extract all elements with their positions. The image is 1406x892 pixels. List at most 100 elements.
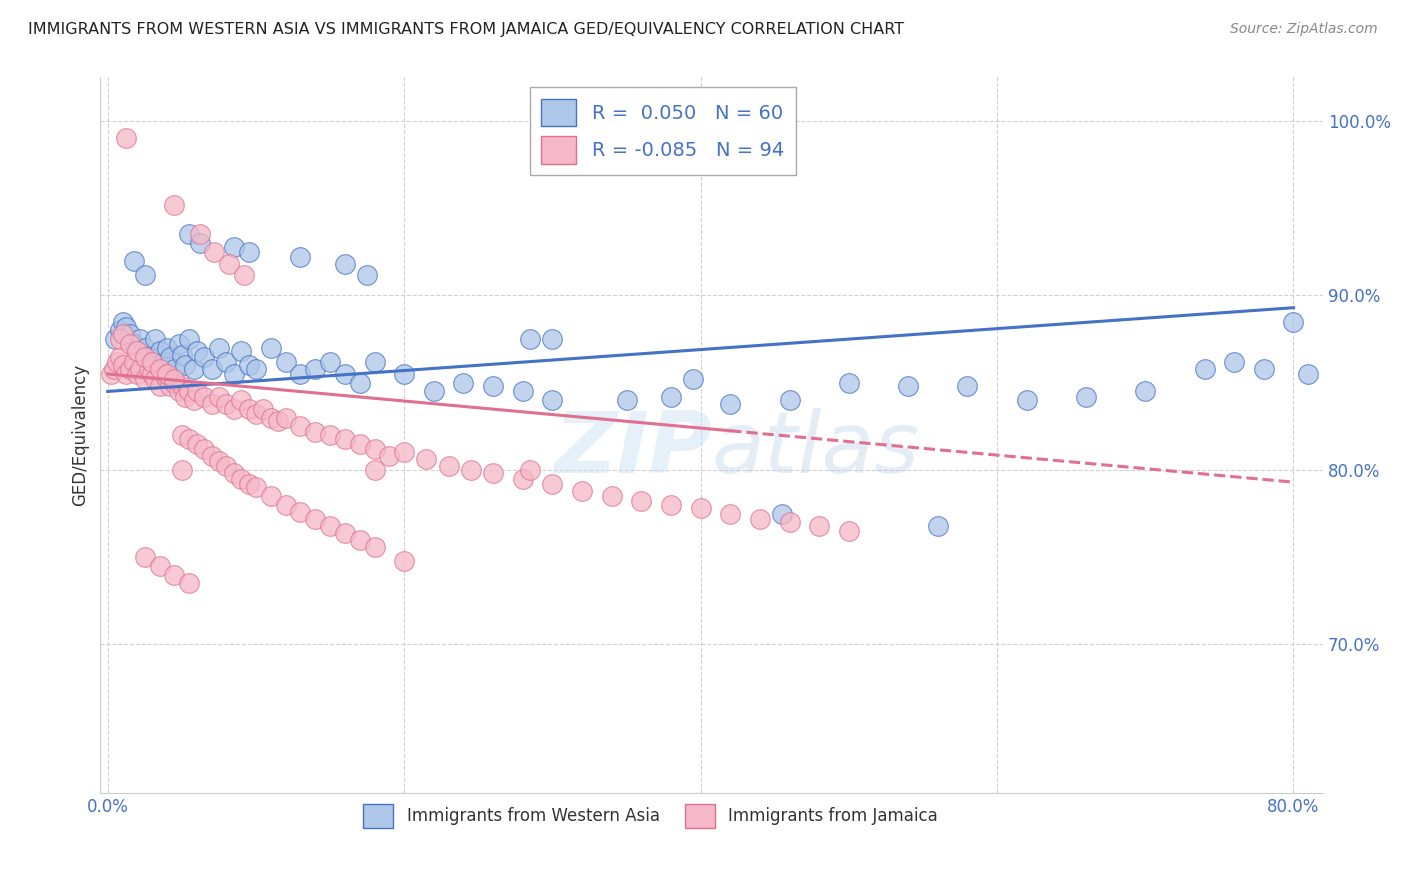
Point — [200, 449, 222, 463]
Point — [159, 379, 181, 393]
Point — [118, 326, 141, 341]
Point — [718, 507, 741, 521]
Point — [238, 401, 260, 416]
Point — [100, 367, 122, 381]
Point — [333, 367, 356, 381]
Point — [163, 372, 186, 386]
Point — [392, 367, 415, 381]
Legend: Immigrants from Western Asia, Immigrants from Jamaica: Immigrants from Western Asia, Immigrants… — [357, 797, 945, 834]
Point — [1223, 355, 1246, 369]
Point — [378, 449, 401, 463]
Point — [482, 467, 505, 481]
Point — [274, 355, 297, 369]
Point — [838, 524, 860, 538]
Point — [541, 476, 564, 491]
Point — [143, 332, 166, 346]
Point — [163, 376, 186, 390]
Point — [392, 554, 415, 568]
Point — [290, 367, 312, 381]
Point — [215, 397, 238, 411]
Point — [124, 253, 146, 268]
Point — [541, 332, 564, 346]
Point — [245, 407, 267, 421]
Point — [138, 361, 160, 376]
Point — [143, 372, 166, 386]
Point — [149, 558, 172, 573]
Point — [170, 379, 193, 393]
Point — [519, 332, 541, 346]
Point — [1282, 315, 1305, 329]
Point — [118, 361, 141, 376]
Point — [222, 401, 245, 416]
Point — [118, 337, 141, 351]
Point — [519, 463, 541, 477]
Point — [200, 397, 222, 411]
Point — [927, 518, 949, 533]
Point — [134, 350, 156, 364]
Point — [349, 436, 371, 450]
Point — [156, 341, 179, 355]
Point — [770, 507, 793, 521]
Point — [149, 344, 172, 359]
Point — [156, 367, 179, 381]
Point — [600, 489, 623, 503]
Point — [245, 480, 267, 494]
Point — [238, 244, 260, 259]
Point — [103, 361, 125, 376]
Point — [453, 376, 475, 390]
Point — [208, 454, 231, 468]
Point — [682, 372, 704, 386]
Point — [153, 367, 176, 381]
Point — [222, 240, 245, 254]
Point — [127, 367, 149, 381]
Point — [838, 376, 860, 390]
Y-axis label: GED/Equivalency: GED/Equivalency — [72, 364, 89, 506]
Point — [689, 501, 711, 516]
Point — [167, 337, 190, 351]
Point — [193, 350, 215, 364]
Point — [183, 361, 205, 376]
Point — [111, 315, 134, 329]
Point — [541, 393, 564, 408]
Point — [290, 250, 312, 264]
Point — [512, 472, 534, 486]
Point — [238, 358, 260, 372]
Point — [183, 393, 205, 408]
Point — [290, 505, 312, 519]
Point — [233, 268, 256, 282]
Point — [245, 361, 267, 376]
Point — [437, 459, 460, 474]
Point — [482, 379, 505, 393]
Point — [129, 361, 152, 376]
Point — [186, 384, 208, 399]
Point — [134, 372, 156, 386]
Point — [319, 355, 342, 369]
Point — [333, 257, 356, 271]
Point — [163, 198, 186, 212]
Point — [179, 576, 201, 591]
Point — [274, 498, 297, 512]
Point — [356, 268, 378, 282]
Point — [141, 358, 163, 372]
Point — [141, 355, 163, 369]
Point — [630, 494, 652, 508]
Point — [238, 476, 260, 491]
Point — [167, 384, 190, 399]
Point — [460, 463, 482, 477]
Point — [260, 489, 283, 503]
Point — [188, 227, 211, 242]
Point — [252, 401, 274, 416]
Point — [173, 358, 195, 372]
Point — [1015, 393, 1038, 408]
Point — [153, 355, 176, 369]
Point — [108, 323, 131, 337]
Text: Source: ZipAtlas.com: Source: ZipAtlas.com — [1230, 22, 1378, 37]
Point — [779, 516, 801, 530]
Point — [423, 384, 446, 399]
Point — [718, 397, 741, 411]
Point — [159, 350, 181, 364]
Point — [808, 518, 831, 533]
Point — [659, 390, 682, 404]
Point — [208, 390, 231, 404]
Point — [200, 361, 222, 376]
